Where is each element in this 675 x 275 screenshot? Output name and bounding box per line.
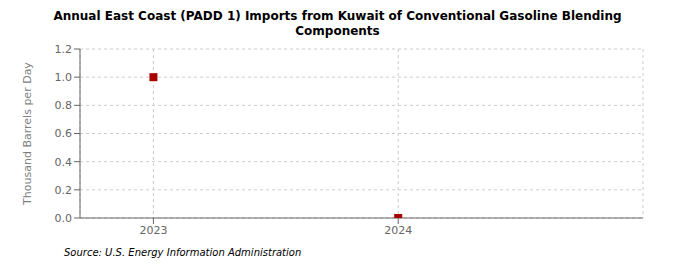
svg-text:1.0: 1.0 <box>55 71 73 84</box>
svg-text:1.2: 1.2 <box>55 43 73 56</box>
html-text:Annual East Coast (PADD 1) Imp: Annual East Coast (PADD 1) Imports from … <box>53 9 622 23</box>
html-text:Components: Components <box>295 24 380 38</box>
svg-text:0.4: 0.4 <box>55 156 73 169</box>
svg-text:0.2: 0.2 <box>55 184 73 197</box>
html-text:Source: U.S. Energy Informatio: Source: U.S. Energy Information Administ… <box>64 247 302 258</box>
svg-text:Thousand Barrels per Day: Thousand Barrels per Day <box>21 62 34 206</box>
svg-text:2023: 2023 <box>139 224 167 237</box>
svg-text:0.8: 0.8 <box>55 99 73 112</box>
svg-text:0.0: 0.0 <box>55 212 73 225</box>
svg-text:0.6: 0.6 <box>55 127 73 140</box>
svg-text:2024: 2024 <box>384 224 412 237</box>
